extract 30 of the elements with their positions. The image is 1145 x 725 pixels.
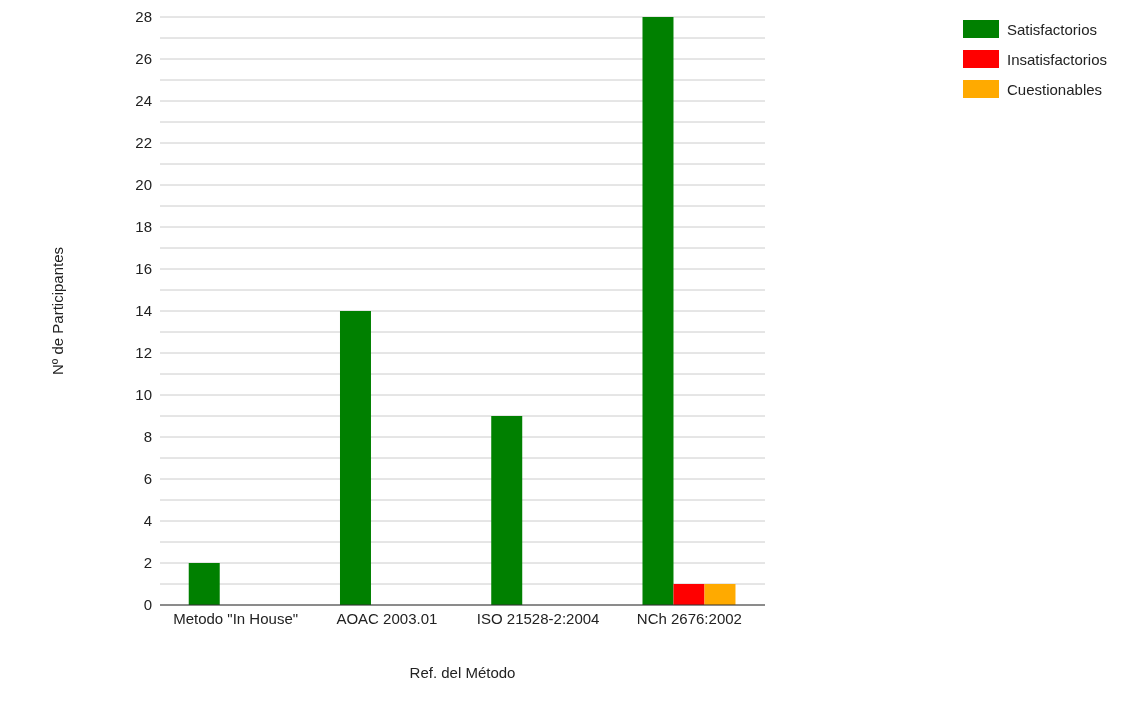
x-tick-label: ISO 21528-2:2004 [476,609,600,627]
y-tick-label: 26 [135,50,152,68]
bar [673,584,705,605]
y-tick-label: 6 [143,470,152,488]
y-tick-label: 14 [135,302,152,320]
y-tick-label: 12 [135,344,152,362]
x-axis-title: Ref. del Método [409,664,516,681]
legend-label: Cuestionables [1007,80,1103,98]
bar [188,563,220,605]
x-tick-label: Metodo "In House" [173,609,299,627]
y-tick-label: 28 [135,8,152,26]
y-tick-label: 18 [135,218,152,236]
y-tick-label: 8 [143,428,152,446]
bar [491,416,523,605]
x-tick-label: NCh 2676:2002 [636,609,742,627]
bar [339,311,371,605]
y-tick-label: 4 [143,512,152,530]
y-axis-title: Nº de Participantes [49,246,67,376]
y-tick-label: 22 [135,134,152,152]
legend-label: Satisfactorios [1007,20,1098,38]
y-tick-label: 16 [135,260,152,278]
bar [704,584,736,605]
legend-label: Insatisfactorios [1007,50,1108,68]
x-tick-label: AOAC 2003.01 [336,609,438,627]
y-tick-label: 24 [135,92,152,110]
y-tick-label: 0 [143,596,152,614]
y-tick-label: 10 [135,386,152,404]
y-tick-label: 2 [143,554,152,572]
bar [642,17,674,605]
y-tick-label: 20 [135,176,152,194]
